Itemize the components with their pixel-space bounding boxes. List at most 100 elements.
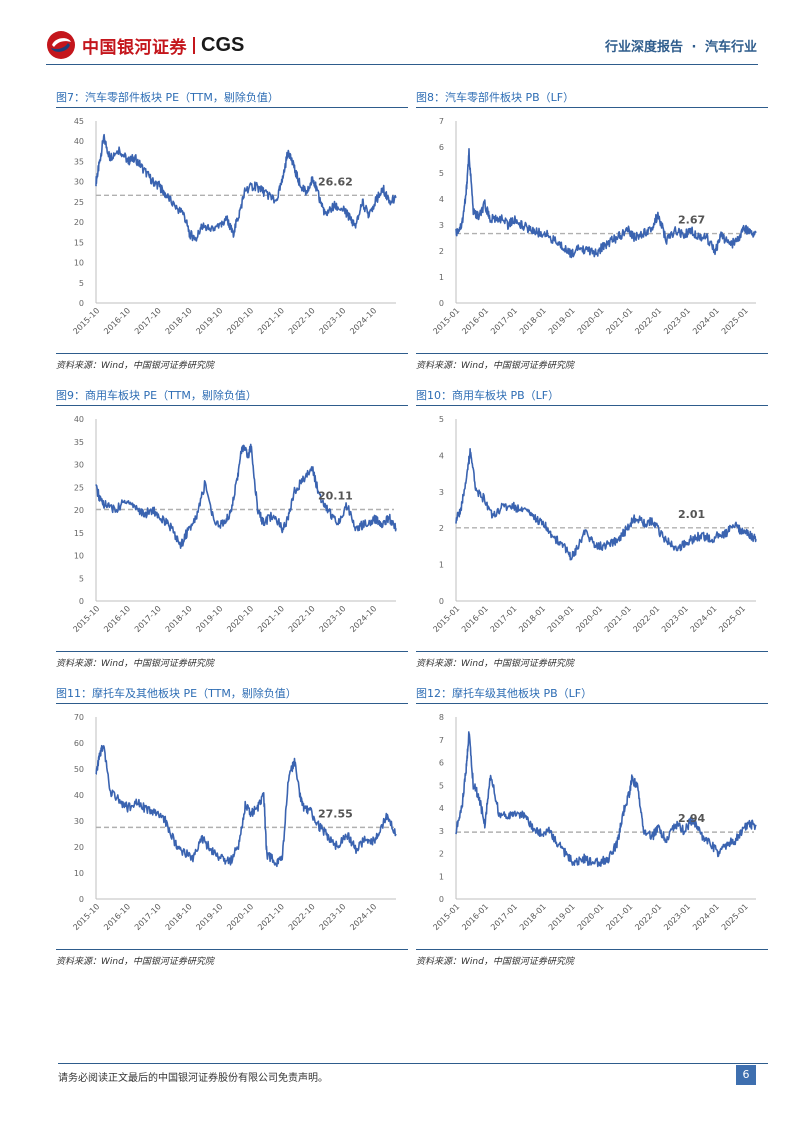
line-chart: 0 1 2 3 4 5 6 7 2015-012016-012017-012018-012019… xyxy=(431,117,757,336)
source-note: 资料来源：Wind，中国银河证券研究院 xyxy=(416,659,574,669)
x-tick-label: 2018-10 xyxy=(164,306,194,336)
source-rule xyxy=(416,949,768,950)
header-divider xyxy=(46,64,758,65)
series-line xyxy=(95,744,397,868)
x-tick-label: 2019-10 xyxy=(194,604,224,634)
y-tick-label: 0 xyxy=(79,895,84,904)
x-tick-label: 2018-01 xyxy=(517,604,547,634)
y-tick-label: 4 xyxy=(439,451,444,460)
y-tick-label: 5 xyxy=(439,415,444,424)
x-tick-label: 2025-01 xyxy=(720,902,750,932)
brand-name-en: CGS xyxy=(201,33,245,56)
x-tick-label: 2018-01 xyxy=(518,306,548,336)
y-tick-label: 45 xyxy=(74,117,84,126)
chart-panel-fig10: 图10：商用车板块 PB（LF） 0 1 2 3 4 5 2015-01 2016-01 2017… xyxy=(416,387,768,693)
x-tick-label: 2023-10 xyxy=(318,306,348,336)
x-tick-label: 2020-01 xyxy=(576,306,606,336)
y-tick-label: 3 xyxy=(439,488,444,497)
x-tick-label: 2017-10 xyxy=(133,604,163,634)
x-tick-label: 2020-01 xyxy=(576,902,606,932)
x-tick-label: 2024-01 xyxy=(691,902,721,932)
x-tick-label: 2021-01 xyxy=(603,604,633,634)
y-tick-label: 40 xyxy=(74,415,84,424)
x-tick-label: 2024-10 xyxy=(348,306,378,336)
x-tick-label: 2022-10 xyxy=(287,902,317,932)
x-tick-label: 2024-10 xyxy=(348,604,378,634)
x-tick-label: 2021-10 xyxy=(256,902,286,932)
chart-panel-fig12: 图12：摩托车级其他板块 PB（LF） 0 1 2 3 4 5 6 7 8 2015-01 2016-… xyxy=(416,685,768,991)
cgs-logo-icon xyxy=(47,31,75,59)
source-rule xyxy=(56,353,408,354)
x-tick-label: 2016-10 xyxy=(102,902,132,932)
average-value-label: 2.67 xyxy=(678,214,705,227)
x-tick-label: 2022-01 xyxy=(631,604,661,634)
x-tick-label: 2025-01 xyxy=(717,604,747,634)
x-tick-label: 2025-01 xyxy=(720,306,750,336)
y-tick-label: 0 xyxy=(79,597,84,606)
series-line xyxy=(95,133,397,242)
line-chart: 0 1 2 3 4 5 6 7 8 2015-012016-012017-012018-01201… xyxy=(431,713,757,932)
source-note: 资料来源：Wind，中国银河证券研究院 xyxy=(56,659,214,669)
y-tick-label: 3 xyxy=(439,221,444,230)
x-tick-label: 2023-01 xyxy=(662,902,692,932)
y-tick-label: 40 xyxy=(74,137,84,146)
page-header: 中国银河证券 CGS 行业深度报告 · 汽车行业 xyxy=(0,0,794,65)
source-note: 资料来源：Wind，中国银河证券研究院 xyxy=(56,957,214,967)
y-tick-label: 10 xyxy=(74,552,84,561)
line-chart: 0 1 2 3 4 5 2015-012016-012017-012018-012019-0… xyxy=(431,415,757,634)
figure-title: 图8：汽车零部件板块 PB（LF） xyxy=(416,91,575,104)
x-tick-label: 2017-01 xyxy=(489,604,519,634)
y-tick-label: 6 xyxy=(439,143,444,152)
x-tick-label: 2024-01 xyxy=(689,604,719,634)
figure-title: 图7：汽车零部件板块 PE（TTM，剔除负值） xyxy=(56,91,279,104)
source-rule xyxy=(416,353,768,354)
page-number: 6 xyxy=(736,1065,756,1085)
x-tick-label: 2016-01 xyxy=(460,902,490,932)
x-tick-label: 2022-01 xyxy=(633,902,663,932)
report-category: 行业深度报告 · 汽车行业 xyxy=(605,36,757,55)
y-tick-label: 10 xyxy=(74,259,84,268)
y-tick-label: 0 xyxy=(79,299,84,308)
figure-title: 图12：摩托车级其他板块 PB（LF） xyxy=(416,687,593,700)
y-tick-label: 1 xyxy=(439,872,444,881)
x-tick-label: 2015-01 xyxy=(431,604,461,634)
x-tick-label: 2020-01 xyxy=(574,604,604,634)
x-tick-label: 2021-10 xyxy=(256,604,286,634)
y-tick-label: 2 xyxy=(439,247,444,256)
y-tick-label: 20 xyxy=(74,843,84,852)
y-tick-label: 1 xyxy=(439,273,444,282)
y-tick-label: 15 xyxy=(74,238,84,247)
y-tick-label: 10 xyxy=(74,869,84,878)
figure-title-rule xyxy=(56,107,408,108)
x-tick-label: 2019-01 xyxy=(546,604,576,634)
source-note: 资料来源：Wind，中国银河证券研究院 xyxy=(56,361,214,371)
y-tick-label: 2 xyxy=(439,850,444,859)
y-tick-label: 0 xyxy=(439,895,444,904)
y-tick-label: 5 xyxy=(439,781,444,790)
footer-disclaimer: 请务必阅读正文最后的中国银河证券股份有限公司免责声明。 xyxy=(58,1073,328,1084)
average-value-label: 2.01 xyxy=(678,508,705,521)
x-tick-label: 2016-10 xyxy=(102,306,132,336)
y-tick-label: 35 xyxy=(74,438,84,447)
y-tick-label: 5 xyxy=(79,279,84,288)
x-tick-label: 2023-01 xyxy=(662,306,692,336)
x-tick-label: 2019-01 xyxy=(547,306,577,336)
brand-separator xyxy=(193,36,195,54)
x-tick-label: 2019-10 xyxy=(194,902,224,932)
y-tick-label: 6 xyxy=(439,759,444,768)
y-tick-label: 35 xyxy=(74,157,84,166)
average-value-label: 20.11 xyxy=(318,489,353,502)
x-tick-label: 2020-10 xyxy=(225,604,255,634)
figure-title: 图9：商用车板块 PE（TTM，剔除负值） xyxy=(56,389,257,402)
x-tick-label: 2019-01 xyxy=(547,902,577,932)
x-tick-label: 2019-10 xyxy=(194,306,224,336)
x-tick-label: 2023-10 xyxy=(318,902,348,932)
x-tick-label: 2018-10 xyxy=(164,902,194,932)
chart-panel-fig8: 图8：汽车零部件板块 PB（LF） 0 1 2 3 4 5 6 7 2015-01 2016-01 2… xyxy=(416,89,768,395)
figure-title-rule xyxy=(416,107,768,108)
x-tick-label: 2021-01 xyxy=(604,902,634,932)
y-tick-label: 0 xyxy=(439,299,444,308)
chart-panel-fig7: 图7：汽车零部件板块 PE（TTM，剔除负值） 0 5 10 15 20 25 30 35 40 4… xyxy=(56,89,408,395)
